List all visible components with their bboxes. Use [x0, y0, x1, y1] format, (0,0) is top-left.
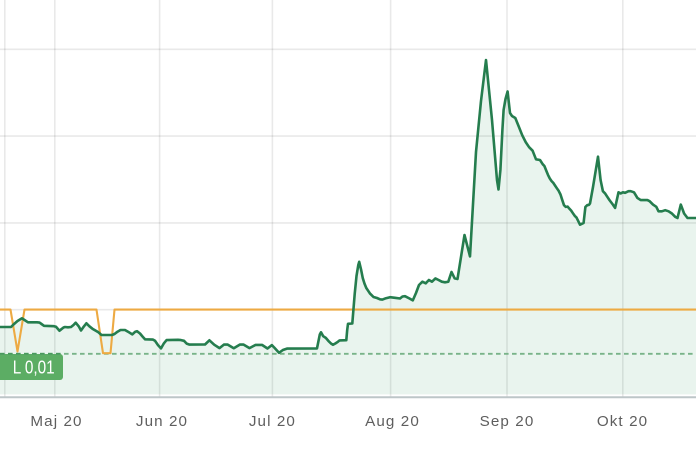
- svg-text:Aug 20: Aug 20: [365, 413, 420, 430]
- svg-text:Jul 20: Jul 20: [249, 413, 296, 430]
- svg-text:L 0,01: L 0,01: [13, 357, 55, 377]
- svg-text:Maj 20: Maj 20: [30, 413, 82, 430]
- svg-text:Jun 20: Jun 20: [136, 413, 188, 430]
- svg-text:Sep 20: Sep 20: [480, 413, 535, 430]
- svg-text:Okt 20: Okt 20: [597, 413, 648, 430]
